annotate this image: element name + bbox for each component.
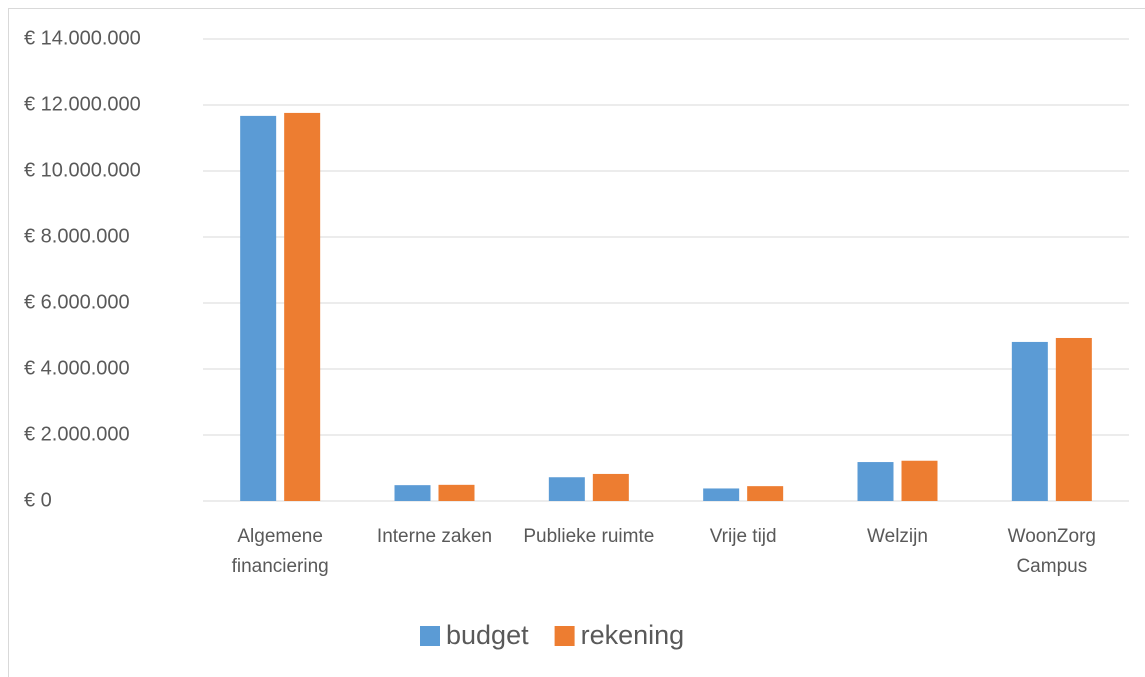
bar xyxy=(1011,341,1048,501)
legend-label: rekening xyxy=(581,620,685,650)
bar xyxy=(548,477,585,501)
bar xyxy=(857,462,894,501)
x-tick-label: Welzijn xyxy=(867,526,928,547)
bar xyxy=(592,473,629,501)
x-tick-label: WoonZorg Campus xyxy=(1007,526,1096,577)
y-tick-label: € 8.000.000 xyxy=(24,225,130,247)
y-tick-label: € 2.000.000 xyxy=(24,423,130,445)
x-tick-label: Interne zaken xyxy=(376,526,493,547)
x-tick-label: Algemene financiering xyxy=(231,526,329,577)
x-tick-label: Vrije tijd xyxy=(709,526,777,547)
legend-swatch xyxy=(554,626,575,646)
chart-border xyxy=(8,8,1145,677)
bar xyxy=(240,115,277,501)
bar xyxy=(901,460,938,501)
bar xyxy=(703,488,740,501)
bar xyxy=(747,486,784,501)
bar xyxy=(284,112,321,502)
x-tick-label: Publieke ruimte xyxy=(523,526,655,547)
y-tick-label: € 6.000.000 xyxy=(24,291,130,313)
y-tick-label: € 10.000.000 xyxy=(24,159,141,181)
y-tick-label: € 0 xyxy=(24,489,52,511)
bar xyxy=(1055,337,1092,501)
y-tick-label: € 12.000.000 xyxy=(24,93,141,115)
legend-label: budget xyxy=(446,620,529,650)
legend-swatch xyxy=(420,626,440,646)
y-tick-label: € 4.000.000 xyxy=(24,357,130,379)
bar xyxy=(438,484,475,501)
y-tick-label: € 14.000.000 xyxy=(24,27,141,49)
bar xyxy=(394,485,431,501)
